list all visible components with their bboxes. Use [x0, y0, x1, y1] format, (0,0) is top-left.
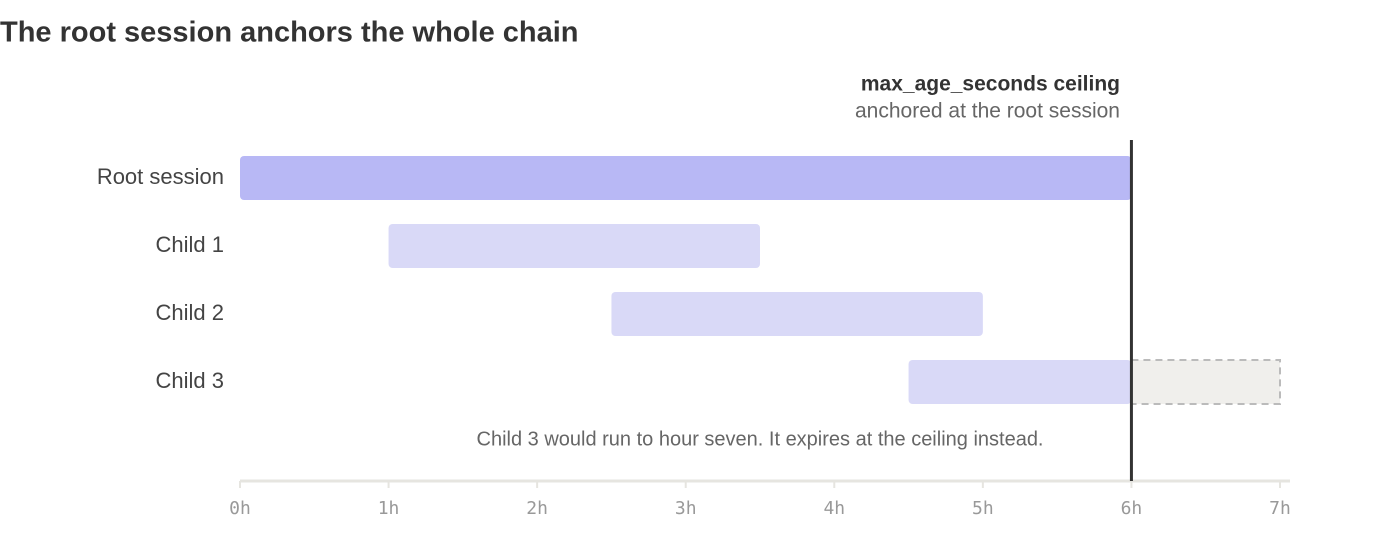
x-tick-label: 5h: [972, 498, 994, 519]
x-tick-label: 7h: [1269, 498, 1291, 519]
x-tick-label: 0h: [229, 498, 251, 519]
note: Child 3 would run to hour seven. It expi…: [477, 428, 1044, 450]
ceiling-sublabel: anchored at the root session: [855, 100, 1120, 123]
bar: [240, 156, 1132, 200]
ceiling-label: max_age_seconds ceiling: [861, 73, 1120, 96]
projected-bar: [1130, 359, 1282, 405]
chart-title: The root session anchors the whole chain: [0, 17, 579, 49]
row-label: Child 2: [156, 300, 224, 325]
row-label: Child 3: [156, 368, 224, 393]
x-tick-label: 1h: [378, 498, 400, 519]
x-tick-label: 2h: [526, 498, 548, 519]
x-tick-label: 6h: [1121, 498, 1143, 519]
x-tick-label: 4h: [823, 498, 845, 519]
bar: [908, 360, 1132, 404]
bar: [611, 292, 983, 336]
row-label: Root session: [97, 164, 224, 189]
bar: [388, 224, 760, 268]
x-tick-label: 3h: [675, 498, 697, 519]
row-label: Child 1: [156, 232, 224, 257]
